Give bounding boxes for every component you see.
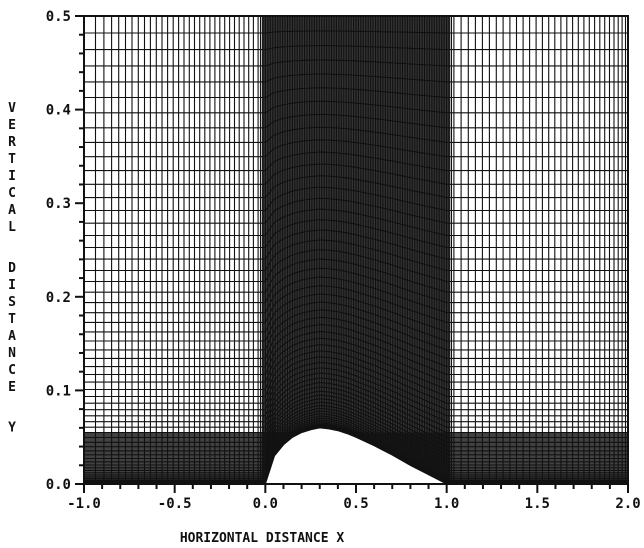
x-tick-labels: -1.0 -0.5 0.0 0.5 1.0 1.5 2.0 [67, 496, 641, 512]
y-axis-label-letter: T [8, 312, 16, 327]
airfoil-body [264, 427, 447, 485]
y-tick-label: 0.5 [46, 9, 71, 25]
y-axis-label-letter: E [8, 380, 16, 395]
y-axis-label-letter: I [8, 169, 16, 184]
y-axis-label-letter: C [8, 186, 16, 201]
dense-mesh-band [261, 16, 451, 484]
y-axis-label-letter: D [8, 261, 16, 276]
y-axis-label-letter: L [8, 220, 16, 235]
y-axis-label-letter: V [8, 101, 16, 116]
y-axis-label-letter: I [8, 278, 16, 293]
airfoil-surface [264, 427, 447, 485]
x-tick-label: -1.0 [67, 496, 101, 512]
y-axis-label-letter: Y [8, 421, 16, 436]
y-axis-label-letter: N [8, 346, 16, 361]
y-tick-label: 0.2 [46, 290, 71, 306]
y-axis-label-letter: T [8, 152, 16, 167]
y-axis-label-letter: A [8, 329, 16, 344]
y-axis-label-letter: E [8, 118, 16, 133]
y-axis-label-letter: S [8, 295, 16, 310]
x-tick-label: 0.5 [343, 496, 368, 512]
x-tick-label: 1.0 [434, 496, 459, 512]
y-tick-label: 0.3 [46, 196, 71, 212]
y-axis-label-letter: R [8, 135, 16, 150]
axes [75, 15, 629, 493]
x-tick-label: 2.0 [615, 496, 640, 512]
y-axis-label-letter: A [8, 203, 16, 218]
x-tick-label: 1.5 [525, 496, 550, 512]
x-tick-label: 0.0 [253, 496, 278, 512]
y-tick-label: 0.4 [46, 103, 71, 119]
x-axis-label: HORIZONTAL DISTANCE X [180, 531, 345, 546]
y-axis-label-letter: C [8, 363, 16, 378]
y-tick-label: 0.0 [46, 477, 71, 493]
y-tick-label: 0.1 [46, 383, 71, 399]
x-tick-label: -0.5 [158, 496, 192, 512]
y-tick-labels: 0.0 0.1 0.2 0.3 0.4 0.5 [46, 9, 71, 493]
